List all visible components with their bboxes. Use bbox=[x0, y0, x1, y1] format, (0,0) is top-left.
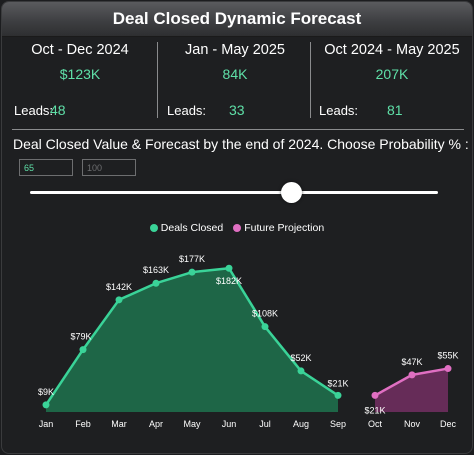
kpi-period: Jan - May 2025 bbox=[185, 42, 285, 58]
series-area-deals-closed bbox=[46, 268, 338, 412]
data-point bbox=[225, 264, 233, 272]
kpi-amount: $123K bbox=[59, 66, 101, 82]
x-tick-label: Nov bbox=[404, 419, 421, 429]
data-point bbox=[42, 401, 50, 409]
legend-marker-deals-closed bbox=[149, 224, 158, 232]
data-label: $21K bbox=[364, 405, 385, 415]
kpi-amount: 84K bbox=[222, 66, 248, 82]
series-area-future-projection bbox=[375, 368, 448, 412]
data-point bbox=[79, 346, 87, 354]
x-tick-label: May bbox=[183, 419, 201, 429]
data-label: $182K bbox=[216, 276, 242, 286]
dashboard-title: Deal Closed Dynamic Forecast bbox=[2, 2, 472, 37]
x-tick-label: Jul bbox=[259, 419, 271, 429]
kpi-amount: 207K bbox=[375, 66, 409, 82]
deals-forecast-chart: $9K $79K $142K $163K $177K $182K $108K $52K $21K… bbox=[38, 254, 459, 429]
data-label: $163K bbox=[143, 265, 169, 275]
x-tick-label: Jun bbox=[222, 419, 237, 429]
data-point bbox=[334, 391, 342, 399]
x-tick-label: Mar bbox=[111, 419, 127, 429]
data-point bbox=[152, 279, 160, 287]
kpi-leads-label: Leads: bbox=[14, 103, 54, 118]
kpi-leads-value: 48 bbox=[50, 102, 66, 118]
data-point bbox=[261, 323, 269, 331]
data-label: $55K bbox=[437, 351, 458, 361]
data-point bbox=[371, 391, 379, 399]
kpi-oct-2024-may-2025: Oct 2024 - May 2025 207K Leads: 81 bbox=[312, 36, 472, 128]
x-tick-label: Jan bbox=[39, 419, 54, 429]
data-point bbox=[408, 371, 416, 379]
data-label: $52K bbox=[290, 353, 311, 363]
data-point bbox=[188, 268, 196, 276]
chart-legend: Deals Closed Future Projection bbox=[2, 222, 472, 234]
kpi-oct-dec-2024: Oct - Dec 2024 $123K Leads: 48 bbox=[2, 36, 158, 128]
probability-slider-track[interactable] bbox=[30, 191, 438, 194]
legend-label: Deals Closed bbox=[160, 222, 224, 234]
data-point bbox=[297, 367, 305, 375]
probability-slider-handle[interactable] bbox=[281, 182, 303, 203]
data-label: $9K bbox=[38, 387, 54, 397]
kpi-jan-may-2025: Jan - May 2025 84K Leads: 33 bbox=[159, 36, 311, 128]
kpi-leads-label: Leads: bbox=[167, 103, 207, 118]
legend-label: Future Projection bbox=[244, 222, 325, 234]
legend-item-future-projection[interactable]: Future Projection bbox=[233, 222, 324, 234]
kpi-leads-value: 81 bbox=[387, 102, 403, 118]
kpi-leads-label: Leads: bbox=[319, 103, 359, 118]
legend-item-deals-closed[interactable]: Deals Closed bbox=[149, 222, 224, 234]
data-label: $177K bbox=[179, 254, 205, 264]
data-label: $21K bbox=[327, 378, 348, 388]
data-label: $108K bbox=[252, 309, 278, 319]
x-tick-label: Dec bbox=[440, 419, 457, 429]
kpi-divider bbox=[310, 42, 311, 118]
x-tick-label: Feb bbox=[75, 419, 91, 429]
data-label: $47K bbox=[401, 357, 422, 367]
x-tick-label: Aug bbox=[293, 419, 309, 429]
probability-min-input[interactable] bbox=[19, 159, 73, 176]
kpi-period: Oct - Dec 2024 bbox=[31, 42, 129, 58]
x-tick-label: Oct bbox=[368, 419, 383, 429]
data-label: $142K bbox=[106, 282, 132, 292]
data-point bbox=[444, 365, 452, 373]
data-point bbox=[115, 296, 123, 304]
x-tick-label: Apr bbox=[149, 419, 163, 429]
kpi-leads-value: 33 bbox=[229, 102, 245, 118]
legend-marker-future-projection bbox=[233, 224, 242, 232]
x-tick-label: Sep bbox=[330, 419, 346, 429]
kpi-period: Oct 2024 - May 2025 bbox=[324, 42, 460, 58]
data-label: $79K bbox=[70, 332, 91, 342]
chart-subtitle: Deal Closed Value & Forecast by the end … bbox=[13, 136, 469, 152]
kpi-divider bbox=[157, 42, 158, 118]
section-divider bbox=[12, 129, 464, 130]
probability-max-input[interactable] bbox=[82, 159, 136, 176]
